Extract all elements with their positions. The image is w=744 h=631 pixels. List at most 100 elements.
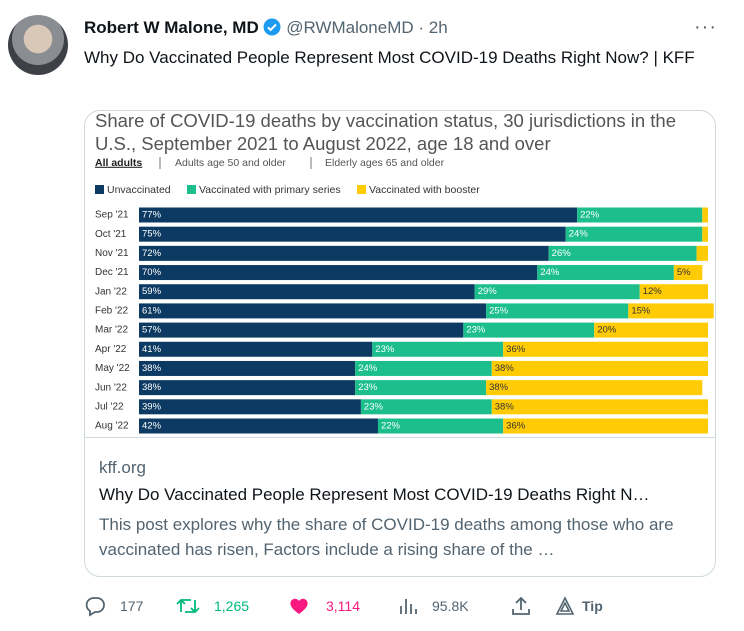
y-tick-label: May '22 [95, 363, 130, 374]
bar-segment [565, 226, 703, 242]
value-label: 15% [631, 305, 651, 316]
like-icon[interactable] [288, 595, 310, 617]
more-menu[interactable]: ··· [694, 16, 717, 38]
bar-segment [139, 303, 487, 319]
value-label: 75% [142, 229, 162, 240]
bar-segment [537, 265, 674, 281]
value-label: 38% [142, 382, 162, 393]
bar-segment [139, 418, 378, 434]
value-label: 41% [142, 344, 162, 355]
bar-segment [372, 341, 504, 357]
value-label: 38% [142, 363, 162, 374]
bar-segment [474, 284, 640, 300]
bar-segment [355, 380, 487, 396]
bar-segment [355, 360, 492, 376]
bar-segment [360, 399, 492, 415]
reply-count: 177 [120, 598, 144, 614]
bar-segment [639, 284, 708, 300]
y-tick-label: Mar '22 [95, 325, 128, 336]
card-divider [85, 437, 715, 438]
value-label: 25% [489, 305, 509, 316]
retweet-count: 1,265 [214, 598, 250, 614]
bar-segment [463, 322, 595, 338]
tip-label[interactable]: Tip [582, 598, 603, 614]
bar-segment [503, 341, 708, 357]
value-label: 57% [142, 325, 162, 336]
share-icon[interactable] [510, 595, 532, 617]
value-label: 38% [495, 401, 515, 412]
y-tick-label: Nov '21 [95, 248, 129, 259]
separator: · [418, 18, 425, 37]
bar-segment [486, 380, 703, 396]
y-tick-label: Jun '22 [95, 382, 127, 393]
bar-segment [139, 341, 373, 357]
tweet-text: Why Do Vaccinated People Represent Most … [84, 48, 695, 67]
bar-segment [139, 399, 361, 415]
tip-icon[interactable] [554, 595, 576, 617]
y-tick-label: Apr '22 [95, 344, 127, 355]
views-icon[interactable] [398, 595, 420, 617]
value-label: 70% [142, 267, 162, 278]
bar-segment [139, 284, 475, 300]
value-label: 42% [142, 421, 162, 432]
value-label: 5% [677, 267, 691, 278]
card-description: This post explores why the share of COVI… [99, 515, 674, 559]
y-tick-label: Sep '21 [95, 210, 129, 221]
value-label: 23% [364, 401, 384, 412]
reply-icon[interactable] [84, 595, 106, 617]
value-label: 61% [142, 305, 162, 316]
avatar[interactable] [8, 15, 68, 75]
y-tick-label: Feb '22 [95, 306, 128, 317]
bar-segment [491, 360, 708, 376]
retweet-icon[interactable] [176, 595, 200, 617]
bar-segment [139, 226, 566, 242]
author-name[interactable]: Robert W Malone, MD [84, 18, 259, 37]
like-count: 3,114 [326, 598, 360, 614]
value-label: 24% [358, 363, 378, 374]
value-label: 59% [142, 286, 162, 297]
link-card[interactable]: Share of COVID-19 deaths by vaccination … [84, 110, 716, 577]
card-title: Why Do Vaccinated People Represent Most … [99, 485, 650, 504]
value-label: 23% [466, 325, 486, 336]
bar-segment [139, 265, 538, 281]
tab[interactable]: All adults [95, 157, 142, 169]
bar-segment [702, 207, 708, 223]
value-label: 29% [478, 286, 498, 297]
bar-segment [377, 418, 504, 434]
legend-swatch [187, 185, 196, 194]
bar-segment [628, 303, 714, 319]
chart-title: Share of COVID-19 deaths by vaccination … [95, 110, 676, 154]
legend-label: Vaccinated with booster [369, 184, 480, 196]
legend-label: Unvaccinated [107, 184, 171, 196]
time[interactable]: 2h [428, 18, 448, 37]
bar-segment [491, 399, 708, 415]
tab[interactable]: Adults age 50 and older [175, 157, 286, 169]
handle[interactable]: @RWMaloneMD [286, 18, 414, 37]
bar-segment [139, 245, 549, 261]
bar-segment [139, 322, 464, 338]
value-label: 36% [506, 344, 526, 355]
verified-badge [263, 18, 281, 36]
chart: All adults Adults age 50 and older Elderly… [95, 157, 714, 434]
value-label: 77% [142, 210, 162, 221]
legend-label: Vaccinated with primary series [199, 184, 341, 196]
y-tick-label: Jul '22 [95, 401, 124, 412]
tweet-header: Robert W Malone, MD @RWMaloneMD · 2h [84, 18, 448, 38]
value-label: 36% [506, 421, 526, 432]
value-label: 38% [495, 363, 515, 374]
tab[interactable]: Elderly ages 65 and older [325, 157, 445, 169]
bar-segment [702, 226, 708, 242]
value-label: 22% [381, 421, 401, 432]
bar-segment [486, 303, 629, 319]
bar-segment [139, 207, 578, 223]
legend-swatch [95, 185, 104, 194]
value-label: 39% [142, 401, 162, 412]
bar-segment [139, 380, 356, 396]
bar-segment [548, 245, 697, 261]
value-label: 26% [552, 248, 572, 259]
y-tick-label: Jan '22 [95, 286, 127, 297]
value-label: 72% [142, 248, 162, 259]
value-label: 23% [358, 382, 378, 393]
y-tick-label: Aug '22 [95, 421, 129, 432]
card-domain: kff.org [99, 458, 146, 477]
